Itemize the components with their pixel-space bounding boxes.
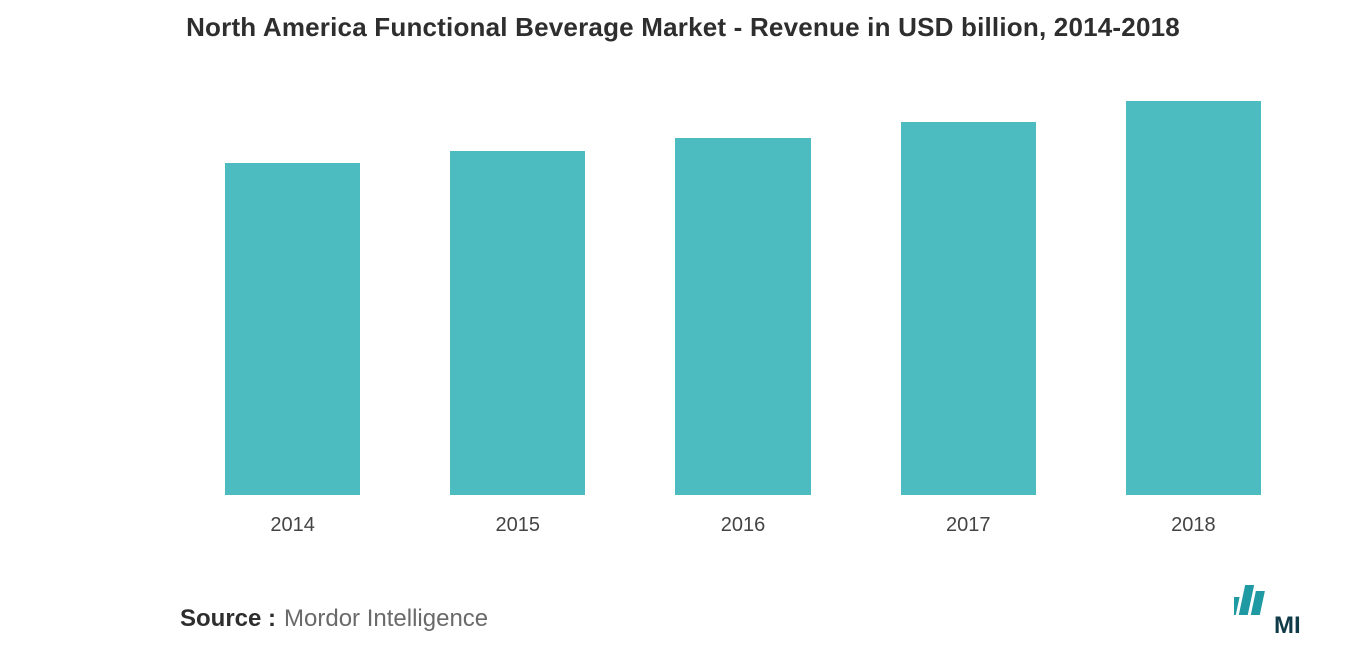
source-line: Source : Mordor Intelligence — [180, 605, 488, 633]
chart-title: North America Functional Beverage Market… — [0, 12, 1366, 43]
bar-slot — [630, 80, 855, 495]
plot-area — [180, 80, 1306, 495]
svg-text:MI: MI — [1274, 612, 1301, 639]
bar-slot — [405, 80, 630, 495]
bar-slot — [1081, 80, 1306, 495]
bar — [901, 122, 1036, 496]
chart-container: North America Functional Beverage Market… — [0, 0, 1366, 655]
bar — [225, 163, 360, 495]
bar — [1126, 101, 1261, 495]
x-axis-label: 2016 — [630, 514, 855, 537]
x-axis-label: 2014 — [180, 514, 405, 537]
mordor-logo-icon: MI — [1234, 581, 1324, 641]
source-label: Source : — [180, 605, 276, 633]
x-axis-label: 2018 — [1081, 514, 1306, 537]
x-axis-label: 2015 — [405, 514, 630, 537]
mordor-logo: MI — [1234, 581, 1324, 641]
bar — [675, 138, 810, 495]
bars-row — [180, 80, 1306, 495]
x-axis-label: 2017 — [856, 514, 1081, 537]
bar-slot — [180, 80, 405, 495]
bar — [450, 151, 585, 495]
source-value: Mordor Intelligence — [284, 605, 488, 633]
bar-slot — [856, 80, 1081, 495]
x-axis-labels: 20142015201620172018 — [180, 514, 1306, 537]
